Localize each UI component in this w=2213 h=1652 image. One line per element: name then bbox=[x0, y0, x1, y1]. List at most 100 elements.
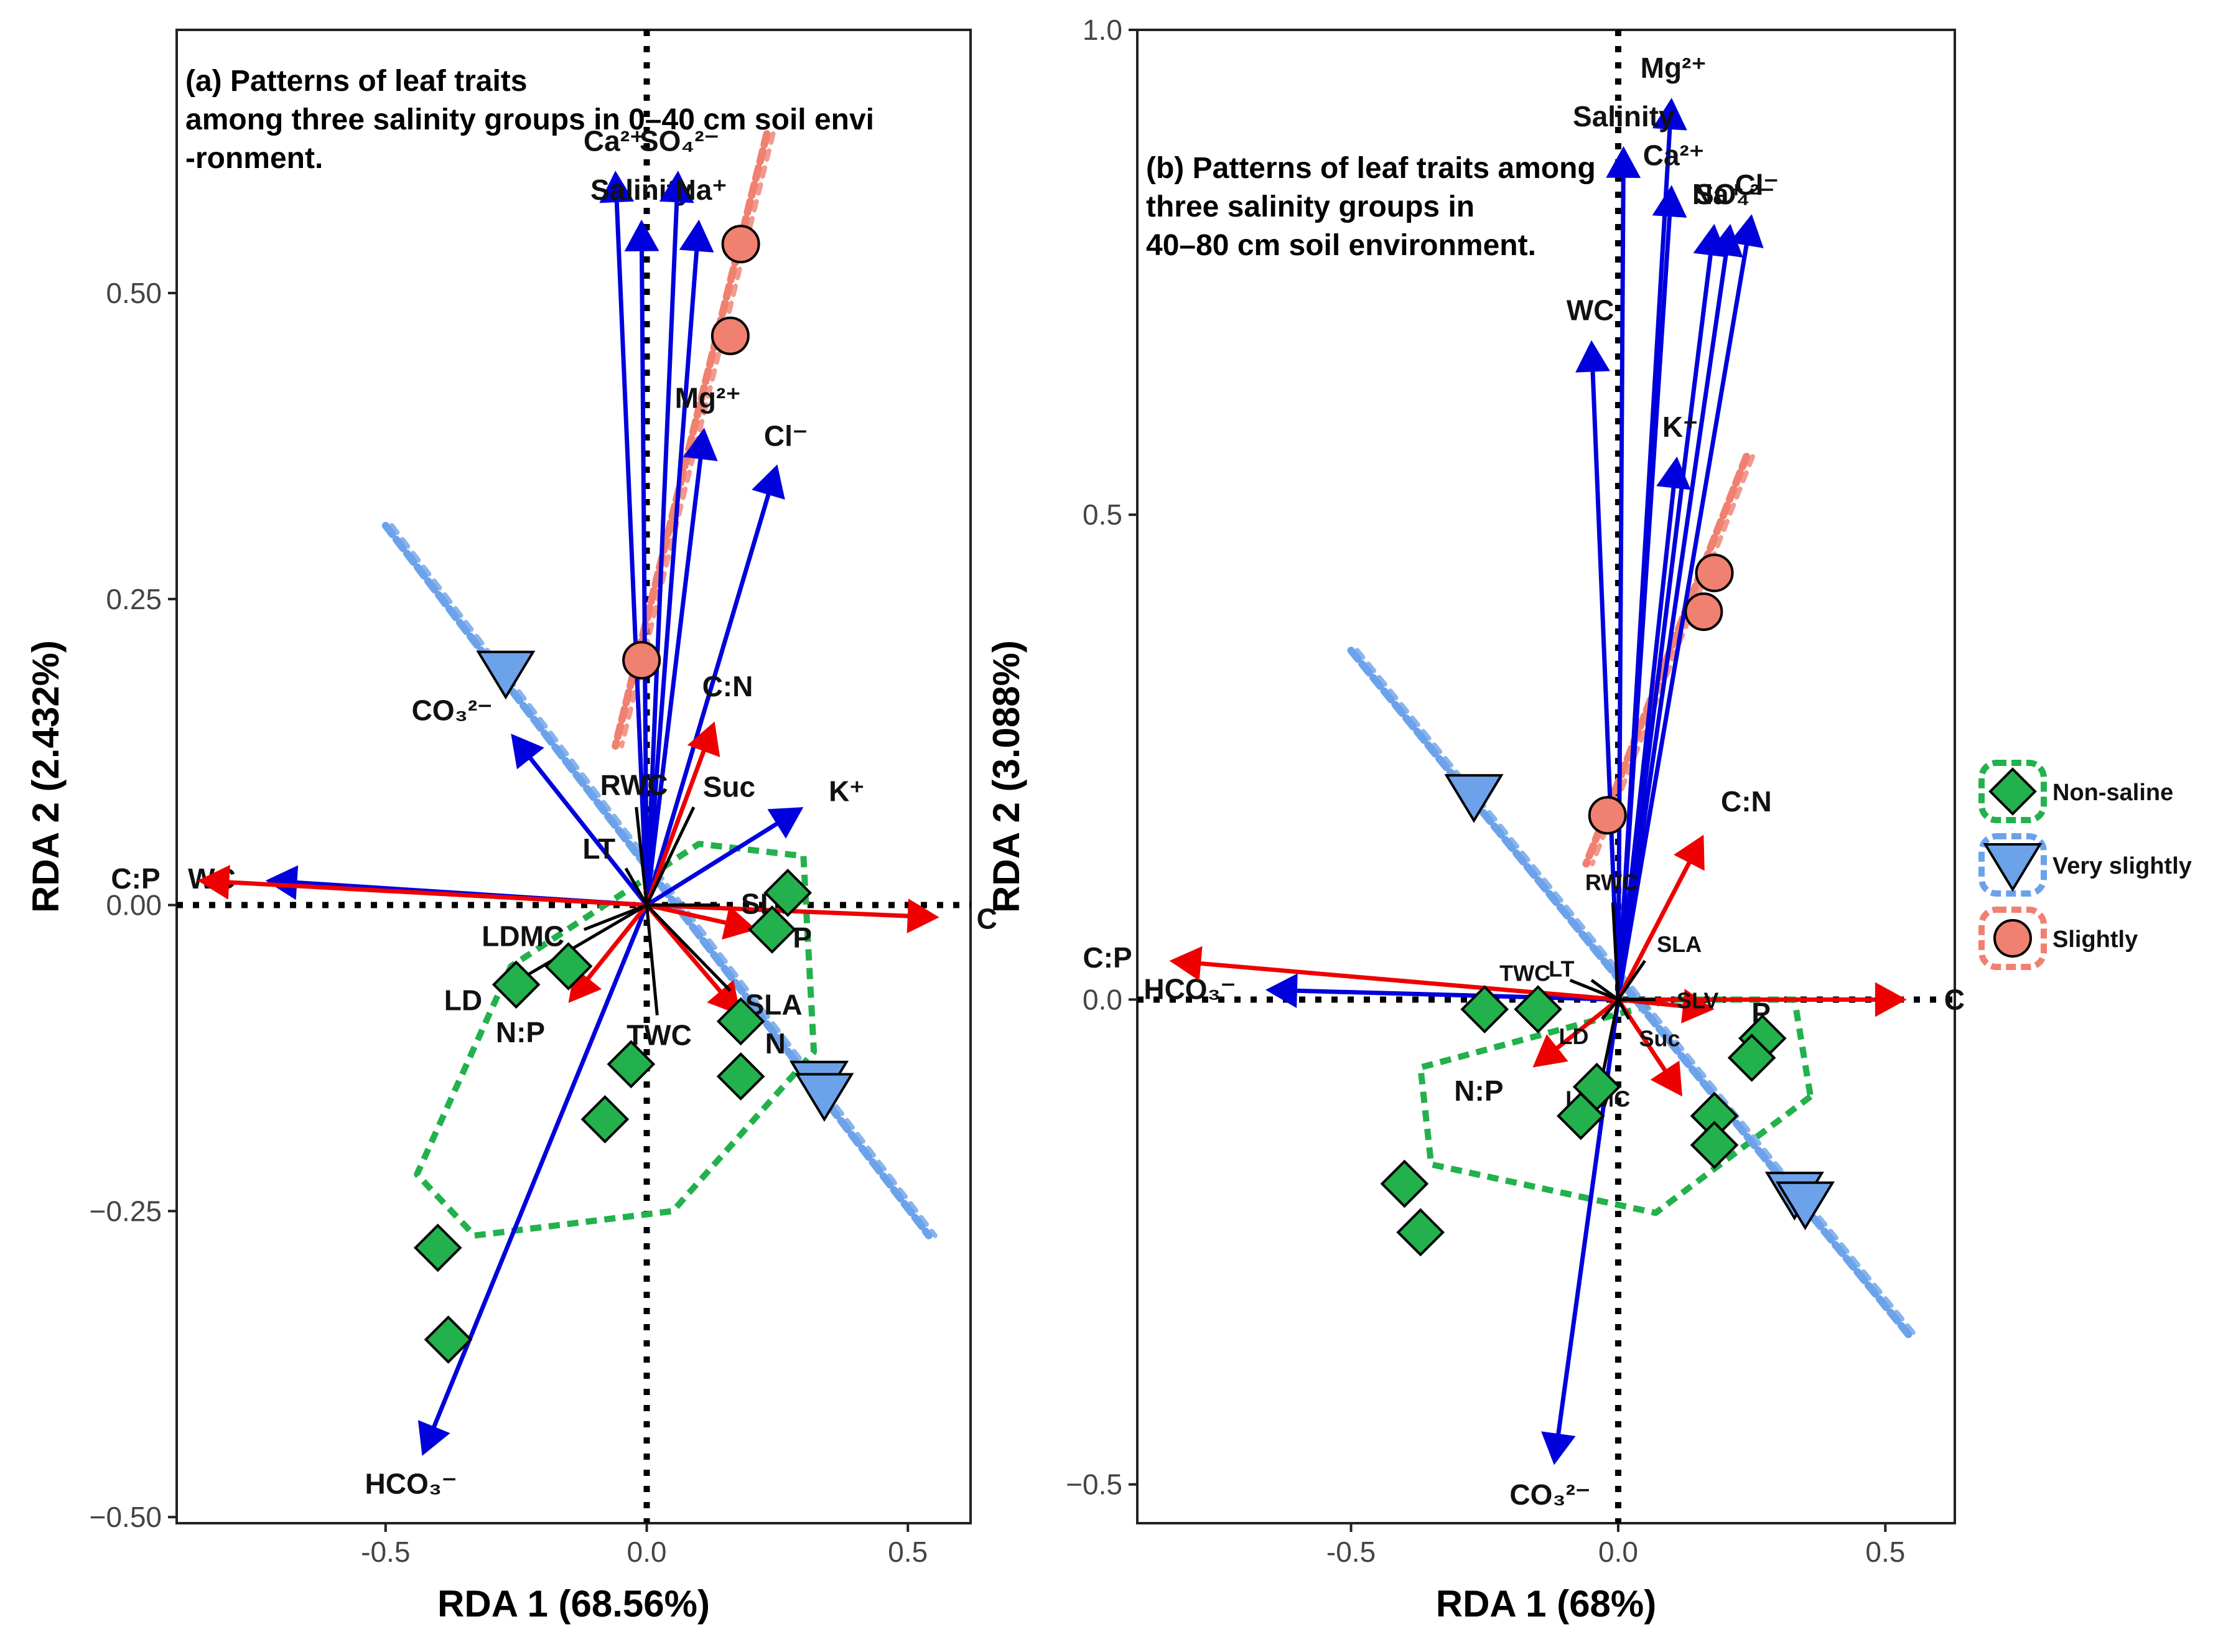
trait-arrow-label: N:P bbox=[1454, 1075, 1503, 1107]
env-arrow-head bbox=[683, 427, 718, 462]
panel-subtitle-line: -ronment. bbox=[185, 142, 323, 175]
y-tick-label: −0.50 bbox=[90, 1501, 162, 1533]
env-arrow-head bbox=[1265, 973, 1298, 1009]
group-ellipse bbox=[389, 523, 938, 1238]
site-point bbox=[1695, 553, 1734, 592]
trait-arrow-head bbox=[1169, 946, 1203, 981]
site-point bbox=[710, 316, 750, 355]
trait-arrow-label: P bbox=[793, 922, 812, 954]
env-arrow-label: Mg²⁺ bbox=[1641, 52, 1707, 84]
env-arrow-line bbox=[645, 189, 680, 905]
env-arrow-line bbox=[1590, 358, 1621, 1000]
trait-arrow-head bbox=[722, 905, 757, 940]
group-ellipse bbox=[1354, 648, 1921, 1342]
x-tick-label: 0.0 bbox=[1598, 1536, 1638, 1568]
env-arrow-label: CO₃²⁻ bbox=[412, 694, 493, 727]
site-point bbox=[748, 905, 796, 954]
trait-arrow-head bbox=[1681, 989, 1715, 1024]
legend-key-marker bbox=[1983, 843, 2043, 892]
trait-arrow-label: C:P bbox=[111, 862, 160, 895]
site-point bbox=[413, 1223, 462, 1272]
env-arrow-line bbox=[427, 904, 649, 1440]
env-arrow-label: Cl⁻ bbox=[1735, 169, 1779, 201]
trait-arrow-line bbox=[646, 903, 739, 928]
site-point bbox=[794, 1073, 854, 1122]
env-arrow-head bbox=[1708, 223, 1743, 258]
trait-arrow-label: N:P bbox=[496, 1016, 545, 1048]
site-point bbox=[1380, 1159, 1429, 1208]
site-point bbox=[1690, 1121, 1739, 1170]
legend: Non-saline Very slightly Slightly bbox=[1978, 760, 2192, 970]
env-arrow-label: SO₄²⁻ bbox=[640, 124, 719, 157]
env-arrow-label: K⁺ bbox=[1662, 411, 1698, 443]
trait-line bbox=[1600, 999, 1620, 1078]
x-tick-label: 0.5 bbox=[888, 1536, 928, 1568]
env-arrow-head bbox=[1652, 98, 1687, 131]
trait-arrow-head bbox=[1532, 1034, 1568, 1068]
panel-b: -0.5 0.0 0.5 −0.5 0.0 0.5 1.0 RDA 1 (68%) RDA 2 … bbox=[985, 14, 1965, 1625]
env-arrow-head bbox=[767, 807, 804, 839]
panel-subtitle-line: three salinity groups in bbox=[1146, 190, 1475, 223]
env-arrow-label: WC bbox=[1567, 294, 1614, 327]
trait-line-label: SLV bbox=[1677, 987, 1718, 1013]
env-arrow-label: SO₄²⁻ bbox=[1695, 178, 1774, 210]
trait-arrow-head bbox=[197, 865, 230, 900]
env-arrow-head bbox=[1541, 1431, 1576, 1465]
x-axis-label: RDA 1 (68%) bbox=[1436, 1583, 1657, 1625]
env-arrow-head bbox=[599, 170, 635, 203]
y-tick-label: 0.0 bbox=[1083, 983, 1122, 1015]
env-arrow-line bbox=[645, 815, 789, 907]
site-point bbox=[476, 650, 536, 700]
trait-line-label: SLA bbox=[1657, 931, 1702, 957]
y-axis-label: RDA 2 (3.088%) bbox=[985, 640, 1027, 913]
site-point bbox=[1727, 1034, 1776, 1082]
trait-arrow-label: N bbox=[765, 1027, 786, 1060]
trait-arrow-head bbox=[1650, 1060, 1682, 1097]
trait-line-label: RWC bbox=[1585, 870, 1638, 895]
site-point bbox=[1775, 1181, 1835, 1231]
site-point bbox=[721, 225, 760, 264]
site-point bbox=[716, 1052, 765, 1101]
panel-subtitle-line: (b) Patterns of leaf traits among bbox=[1146, 152, 1596, 185]
y-tick-label: 1.0 bbox=[1083, 14, 1122, 46]
x-tick-label: 0.0 bbox=[627, 1536, 667, 1568]
x-tick-label: -0.5 bbox=[361, 1536, 410, 1568]
trait-line-label: LD bbox=[444, 984, 482, 1016]
env-arrow-head bbox=[659, 170, 694, 203]
legend-label: Non-saline bbox=[2052, 780, 2173, 806]
env-arrow-head bbox=[1606, 146, 1641, 179]
env-arrow-head bbox=[1656, 456, 1691, 490]
site-point bbox=[1444, 774, 1504, 823]
trait-line bbox=[1569, 978, 1619, 1001]
site-point bbox=[607, 1040, 656, 1089]
trait-line-label: TWC bbox=[627, 1019, 692, 1051]
x-tick-label: -0.5 bbox=[1326, 1536, 1376, 1568]
trait-line bbox=[1616, 959, 1646, 1001]
trait-line-label: LT bbox=[1549, 956, 1574, 981]
trait-line bbox=[624, 867, 648, 906]
trait-arrow-line bbox=[578, 903, 649, 990]
y-tick-label: 0.00 bbox=[106, 889, 162, 922]
trait-line-label: Suc bbox=[1639, 1025, 1680, 1051]
trait-line bbox=[583, 903, 648, 931]
legend-key-box bbox=[1978, 907, 2047, 970]
panel-subtitle-line: 40–80 cm soil environment. bbox=[1146, 229, 1536, 262]
trait-line-label: LD bbox=[1559, 1024, 1589, 1049]
trait-arrow-label: C:N bbox=[1721, 785, 1772, 818]
site-point bbox=[763, 869, 813, 917]
site-point bbox=[1684, 592, 1723, 632]
trait-arrow-label: C:N bbox=[702, 670, 753, 702]
site-point bbox=[716, 997, 765, 1046]
trait-arrow-head bbox=[1674, 834, 1705, 871]
trait-line-label: LDMC bbox=[482, 920, 564, 952]
env-arrow-line bbox=[613, 189, 650, 905]
env-arrow-head bbox=[265, 865, 299, 900]
env-arrow-head bbox=[1652, 185, 1687, 218]
legend-key-marker bbox=[1993, 919, 2032, 958]
x-axis-label: RDA 1 (68.56%) bbox=[437, 1583, 710, 1625]
env-arrow-label: Na⁺ bbox=[676, 174, 727, 206]
trait-arrow-line bbox=[216, 879, 647, 908]
y-tick-label: 0.5 bbox=[1083, 498, 1122, 531]
y-tick-label: −0.5 bbox=[1066, 1468, 1122, 1501]
